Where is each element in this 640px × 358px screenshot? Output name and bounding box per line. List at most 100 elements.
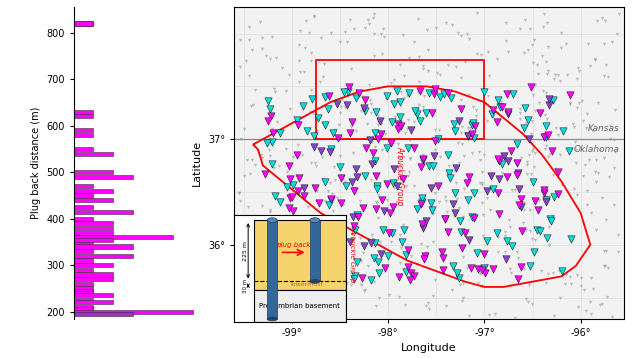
Point xyxy=(375,132,385,137)
Bar xyxy=(74,242,93,246)
Ellipse shape xyxy=(310,218,320,223)
Point xyxy=(468,190,479,195)
Point xyxy=(601,217,611,223)
Point xyxy=(294,79,304,85)
Point xyxy=(549,313,559,318)
Point xyxy=(418,63,428,69)
Point xyxy=(502,238,512,244)
Point xyxy=(377,197,387,203)
Point xyxy=(412,204,422,210)
Point xyxy=(515,264,525,270)
Point xyxy=(326,221,336,226)
Point xyxy=(404,169,414,174)
Point xyxy=(319,61,329,67)
Point xyxy=(573,100,584,106)
Bar xyxy=(74,312,133,316)
Point xyxy=(289,312,299,318)
Point xyxy=(479,90,489,95)
Point xyxy=(479,251,490,257)
Point xyxy=(484,312,495,318)
Bar xyxy=(310,220,320,281)
Point xyxy=(473,266,483,272)
Point xyxy=(374,270,385,276)
Point xyxy=(434,133,444,139)
Point xyxy=(541,194,551,199)
Point xyxy=(393,121,403,127)
Point xyxy=(324,202,335,208)
Point xyxy=(270,193,280,199)
Point xyxy=(518,266,529,271)
Point xyxy=(501,20,511,26)
Point xyxy=(273,163,284,169)
Point xyxy=(239,295,249,301)
Point xyxy=(312,188,323,194)
Point xyxy=(234,190,244,196)
Point xyxy=(543,224,554,230)
Point xyxy=(313,310,323,315)
Point xyxy=(281,146,291,152)
Point xyxy=(358,243,369,248)
Point xyxy=(515,26,525,32)
Point xyxy=(488,186,498,192)
Point xyxy=(282,184,292,190)
Point xyxy=(344,130,355,135)
Point xyxy=(424,90,434,96)
Point xyxy=(518,207,529,213)
Point xyxy=(360,25,370,31)
Point xyxy=(260,171,270,177)
Point xyxy=(349,276,359,281)
Point xyxy=(297,251,307,256)
Point xyxy=(602,294,612,300)
Point xyxy=(346,268,356,274)
Point xyxy=(326,197,336,203)
Point xyxy=(351,166,361,172)
Point xyxy=(497,105,507,110)
Point xyxy=(299,248,309,253)
Bar xyxy=(74,231,113,235)
Point xyxy=(299,193,309,199)
Point xyxy=(398,32,408,38)
Point xyxy=(397,222,408,228)
Point xyxy=(450,128,460,134)
Point xyxy=(549,76,559,82)
Point xyxy=(332,291,342,297)
Bar xyxy=(74,147,93,151)
Point xyxy=(314,295,324,301)
Point xyxy=(265,106,275,112)
Point xyxy=(239,173,250,179)
Bar xyxy=(74,189,113,193)
Point xyxy=(416,164,426,170)
Point xyxy=(297,263,307,269)
Point xyxy=(512,161,522,166)
Point xyxy=(288,208,298,214)
Point xyxy=(565,101,575,107)
Point xyxy=(540,190,550,196)
Point xyxy=(353,214,364,219)
Point xyxy=(514,202,524,208)
Point xyxy=(323,188,333,194)
Point xyxy=(530,151,540,156)
Point xyxy=(423,69,433,74)
Point xyxy=(508,187,518,193)
Point xyxy=(371,204,381,210)
Point xyxy=(396,62,406,68)
Point xyxy=(385,210,395,216)
Point xyxy=(499,153,509,158)
Point xyxy=(266,141,276,147)
Point xyxy=(550,72,560,77)
Bar xyxy=(74,286,93,290)
Point xyxy=(332,195,342,201)
Point xyxy=(245,171,255,177)
Point xyxy=(435,94,445,100)
Point xyxy=(308,228,319,234)
Point xyxy=(600,263,610,268)
Point xyxy=(506,148,516,154)
Point xyxy=(434,199,444,205)
Point xyxy=(316,220,326,226)
Point xyxy=(473,280,483,285)
Point xyxy=(387,231,397,236)
Point xyxy=(506,282,516,287)
Point xyxy=(428,239,438,245)
Point xyxy=(322,104,332,110)
Point xyxy=(490,311,500,317)
